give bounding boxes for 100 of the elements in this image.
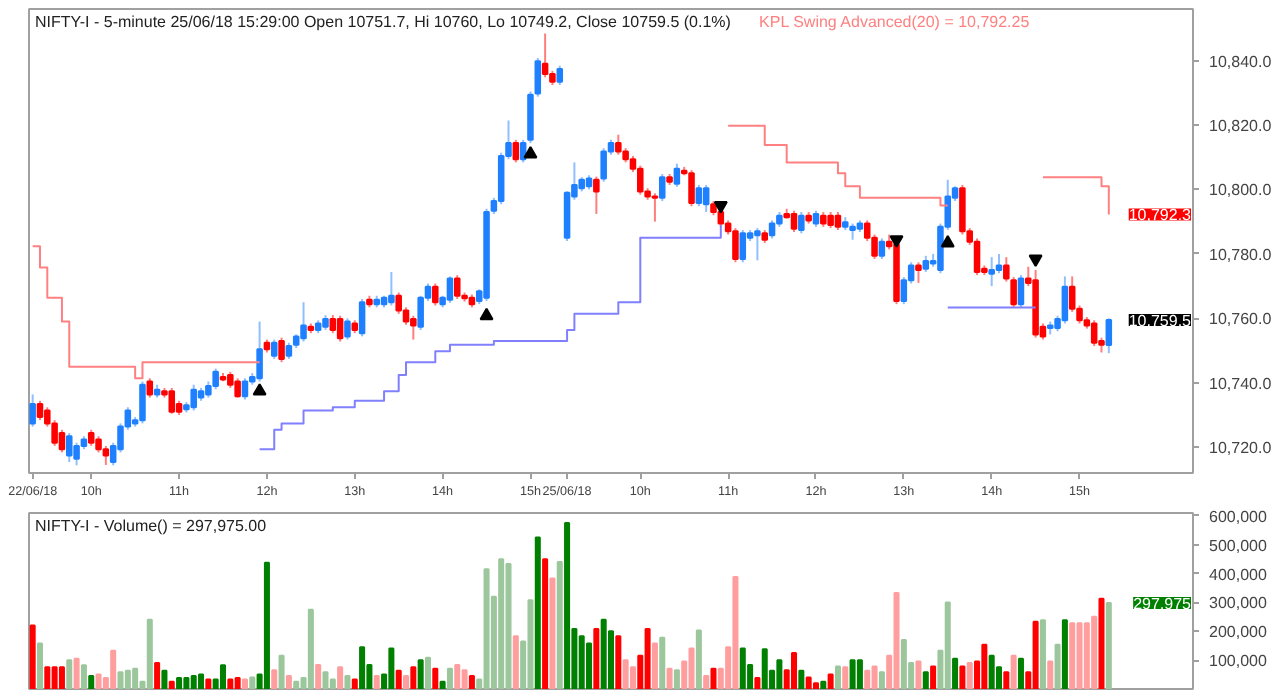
candlestick [388,270,395,307]
bar [512,635,519,689]
candlestick [988,256,995,288]
bar [329,678,336,689]
candlestick [410,314,417,341]
candlestick [658,172,666,203]
y-tick-label: 10,780.0 [1209,245,1273,264]
bar [981,643,988,689]
bar [132,667,139,689]
candlestick [790,209,798,233]
y-tick-label: 500,000 [1209,536,1268,555]
candlestick [1061,275,1069,325]
candlestick [915,261,922,284]
bar [1076,622,1083,689]
bar [1017,657,1024,689]
bar [322,671,329,689]
bar [527,599,534,689]
candlestick [300,301,307,343]
bar [227,678,234,689]
y-tick-label: 100,000 [1209,652,1268,671]
bar [600,618,607,689]
bar [344,675,351,689]
bar [952,657,959,689]
bar [732,576,739,689]
bar [168,680,175,689]
bar [673,669,680,689]
bar [651,642,658,689]
annotation: 10,759.5 [1128,311,1193,330]
bar [234,677,241,689]
candlestick [739,229,747,264]
candlestick [168,386,176,415]
bar [930,665,937,689]
bar [1054,643,1061,689]
bar [154,662,161,689]
bar [1105,602,1112,689]
bar [271,669,278,689]
candlestick [702,183,710,213]
candlestick [1090,319,1098,348]
candlestick [102,444,110,466]
candlestick [834,211,842,232]
bar [1098,597,1105,689]
bar [578,635,585,689]
y-tick-label: 200,000 [1209,623,1268,642]
candlestick [329,314,337,335]
bar [44,666,51,689]
candlestick [29,393,36,428]
bar [864,669,871,689]
bar [498,558,505,689]
bar [593,627,600,689]
bar [549,577,556,689]
bar [842,666,849,689]
bar [410,666,417,689]
candlestick [358,298,366,338]
bar [293,680,300,689]
candlestick [754,227,761,262]
bar [820,680,827,689]
bar [124,669,131,689]
bar [146,618,153,689]
bar [1032,620,1039,689]
bar [29,624,36,689]
candlestick [637,164,644,196]
bar [176,677,183,689]
candlestick [1017,274,1025,309]
bar [739,647,746,689]
bar [688,647,695,689]
bar [117,671,124,689]
bar [1010,654,1017,689]
candlestick [278,336,285,364]
bar [454,664,461,689]
bar [337,666,344,689]
bar [285,675,292,689]
annotation: 297,975 [1133,595,1193,614]
point [1028,254,1043,267]
bar [922,671,929,689]
candlestick [695,183,703,208]
bar [761,648,768,689]
candlestick [453,274,461,300]
bar [703,675,710,689]
candlestick [651,192,659,223]
candlestick [446,275,454,304]
bar [1003,671,1010,689]
y-tick-label: 600,000 [1209,507,1268,526]
y-tick-label: 10,800.0 [1209,181,1273,200]
bar [791,651,798,689]
bar [424,656,431,689]
bar [798,669,805,689]
bar [278,654,285,689]
point [940,235,955,248]
bar [403,675,410,689]
bar [73,657,80,689]
candlestick [256,320,263,383]
candlestick [139,380,146,425]
bar [710,667,717,689]
point [889,235,904,248]
bar [695,629,702,689]
bar [95,673,102,689]
y-tick-label: 400,000 [1209,565,1268,584]
bar [805,676,812,689]
candlestick [798,211,805,235]
bar [849,659,856,689]
